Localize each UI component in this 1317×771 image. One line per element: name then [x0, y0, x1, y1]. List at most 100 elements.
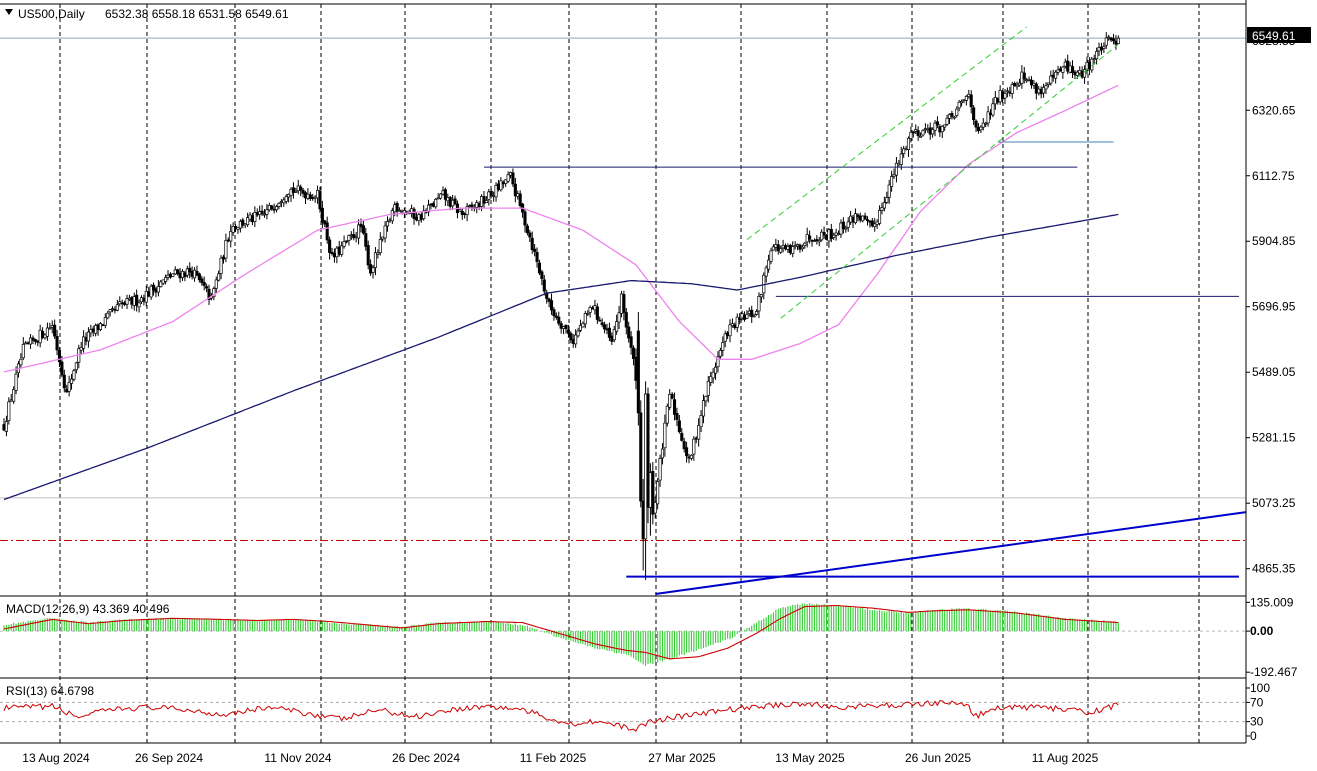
channel-line[interactable]	[746, 26, 1027, 241]
candle-body	[581, 322, 585, 328]
candle-body	[851, 216, 855, 223]
candle-body	[747, 310, 751, 314]
candle-body	[398, 209, 402, 212]
candle-body	[1099, 46, 1104, 51]
candles[interactable]	[2, 32, 1120, 580]
candle-body	[677, 420, 681, 433]
candle-body	[853, 213, 857, 224]
candle-body	[902, 148, 906, 154]
candle-body	[1078, 70, 1082, 74]
candle-body	[1037, 88, 1041, 94]
candle-body	[197, 273, 201, 281]
last-price-label: 6549.61	[1252, 29, 1296, 43]
candle-body	[935, 121, 939, 126]
candle-body	[1104, 37, 1108, 46]
candle-body	[670, 393, 674, 399]
candle-body	[443, 189, 447, 200]
candle-body	[590, 307, 595, 310]
candle-body	[1090, 58, 1094, 71]
trend-line[interactable]	[655, 511, 1247, 595]
candle-body	[1049, 75, 1053, 84]
x-tick-label: 26 Jun 2025	[905, 751, 971, 765]
menu-triangle-icon[interactable]	[5, 9, 13, 15]
candle-body	[84, 337, 88, 342]
candle-body	[123, 302, 127, 305]
candle-body	[947, 114, 952, 119]
channel-line[interactable]	[780, 43, 1119, 319]
candle-body	[1029, 79, 1034, 86]
candle-body	[559, 323, 563, 329]
candle-body	[955, 108, 959, 116]
candle-body	[542, 279, 546, 292]
candle-body	[335, 247, 339, 258]
candle-body	[1027, 79, 1031, 81]
candle-body	[733, 324, 737, 328]
rsi-panel[interactable]	[0, 700, 1246, 732]
macd-panel[interactable]	[0, 603, 1246, 666]
candle-body	[960, 101, 964, 104]
candle-body	[680, 432, 684, 441]
candle-body	[1109, 37, 1113, 41]
candle-body	[267, 205, 271, 211]
candle-body	[634, 356, 638, 381]
candle-body	[574, 334, 578, 345]
candle-body	[687, 456, 691, 459]
candle-body	[904, 148, 908, 150]
candle-body	[518, 193, 522, 206]
candle-body	[639, 412, 643, 502]
candle-body	[330, 251, 334, 255]
candle-body	[492, 195, 496, 197]
candle-body	[279, 201, 283, 203]
candle-body	[342, 241, 346, 247]
candle-body	[323, 220, 327, 225]
candle-body	[101, 324, 105, 326]
candle-body	[1102, 46, 1106, 49]
candle-body	[248, 214, 252, 220]
candle-body	[320, 207, 324, 223]
candle-body	[718, 350, 722, 357]
candle-body	[504, 179, 508, 184]
candle-body	[234, 226, 238, 229]
x-tick-label: 11 Aug 2025	[1032, 751, 1099, 765]
candle-body	[728, 324, 732, 337]
candle-body	[142, 297, 146, 302]
candle-body	[192, 269, 197, 279]
candle-body	[270, 205, 274, 210]
candle-body	[1034, 83, 1038, 94]
candle-body	[24, 342, 28, 345]
price-panel[interactable]	[0, 26, 1247, 595]
candle-body	[615, 321, 619, 332]
candle-body	[636, 330, 640, 414]
candle-body	[564, 324, 568, 330]
candle-body	[788, 244, 792, 254]
candle-body	[291, 187, 295, 193]
candle-body	[89, 329, 93, 334]
candle-body	[752, 315, 756, 318]
candle-body	[147, 291, 151, 297]
candle-body	[549, 300, 554, 311]
candle-body	[726, 332, 730, 337]
candle-body	[118, 301, 122, 305]
candle-body	[846, 221, 850, 228]
candle-body	[764, 267, 768, 277]
candle-body	[1010, 84, 1014, 94]
candle-body	[67, 382, 71, 392]
candle-body	[723, 333, 727, 342]
candle-body	[426, 204, 431, 213]
candle-body	[1073, 71, 1077, 76]
candle-body	[672, 399, 677, 415]
candle-body	[441, 190, 445, 195]
candle-body	[508, 172, 513, 176]
candle-body	[436, 197, 440, 200]
candle-body	[41, 330, 45, 338]
candle-body	[1058, 68, 1063, 72]
candle-body	[149, 285, 153, 298]
candle-body	[1015, 84, 1019, 88]
candle-body	[909, 131, 913, 139]
candle-body	[53, 324, 57, 337]
candle-body	[434, 198, 438, 208]
candle-body	[1001, 91, 1005, 100]
macd-header: MACD(12,26,9) 43.369 40.496	[6, 602, 170, 616]
candle-body	[243, 223, 247, 226]
